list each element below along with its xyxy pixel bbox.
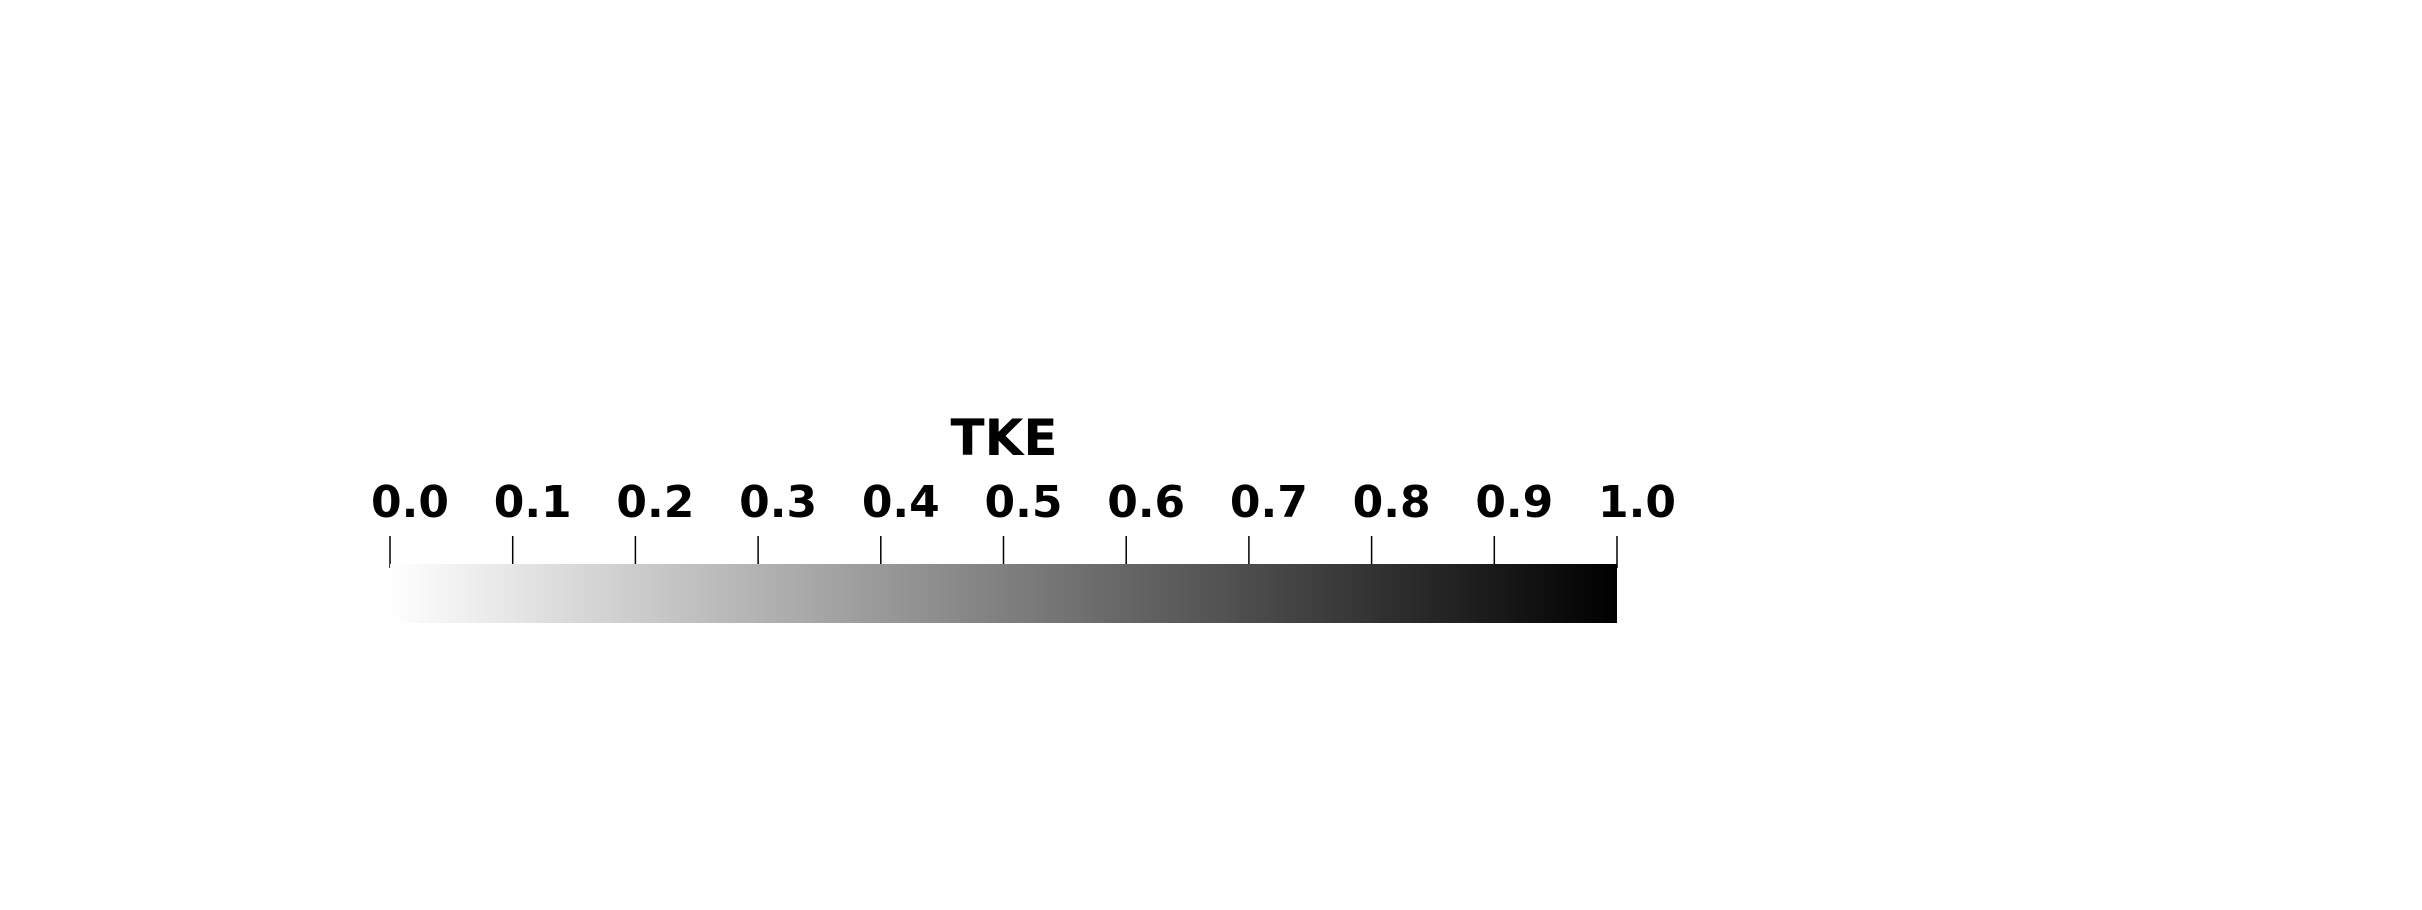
colorbar-tick-label: 0.3 — [739, 477, 817, 528]
colorbar-gradient-bar — [390, 564, 1617, 623]
colorbar-tick-label: 0.7 — [1230, 477, 1308, 528]
colorbar-tick-label: 0.4 — [862, 477, 940, 528]
colorbar-tick-label: 0.0 — [371, 477, 449, 528]
colorbar-ticks: 0.0 0.1 0.2 0.3 0.4 0.5 0.6 0.7 0.8 0.9 1.0 — [371, 477, 1676, 568]
colorbar-tick-label: 0.6 — [1107, 477, 1185, 528]
colorbar-title: TKE — [950, 409, 1057, 467]
colorbar-tick-label: 0.9 — [1475, 477, 1553, 528]
colorbar-tick-label: 1.0 — [1598, 477, 1676, 528]
colorbar-tick-label: 0.5 — [985, 477, 1063, 528]
colorbar-tick-label: 0.1 — [494, 477, 572, 528]
colorbar-tick-label: 0.2 — [616, 477, 694, 528]
colorbar-tick-label: 0.8 — [1353, 477, 1431, 528]
